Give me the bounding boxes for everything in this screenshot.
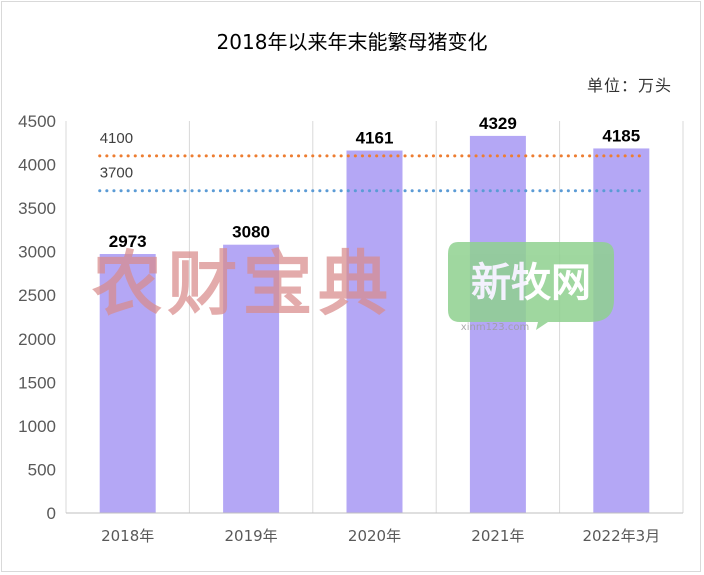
bars	[99, 135, 650, 513]
watermark-speech-bubble	[448, 242, 614, 330]
data-labels: 2973 3080 4161 4329 4185	[109, 114, 640, 251]
x-axis-ticks: 2018年 2019年 2020年 2021年 2022年3月	[101, 527, 660, 545]
bar	[593, 148, 650, 513]
bar	[469, 135, 526, 513]
y-tick-label: 3500	[18, 199, 56, 218]
data-label: 4185	[602, 126, 640, 145]
reference-lines: 4100 3700	[98, 130, 643, 193]
y-tick-label: 3000	[18, 243, 56, 262]
y-tick-label: 1000	[18, 417, 56, 436]
data-label: 4161	[356, 129, 394, 148]
y-axis-ticks: 0 500 1000 1500 2000 2500 3000 3500 4000 4500	[18, 112, 56, 523]
watermark-xinmu-url: xinm123.com	[461, 322, 529, 333]
bar	[223, 244, 280, 513]
y-tick-label: 2000	[18, 330, 56, 349]
watermark-xinmu: 新牧网 xinm123.com	[448, 242, 614, 333]
grid-lines	[65, 121, 684, 513]
x-tick-label: 2018年	[101, 527, 154, 545]
x-tick-label: 2019年	[225, 527, 278, 545]
chart-title: 2018年以来年末能繁母猪变化	[216, 30, 488, 54]
y-tick-label: 500	[28, 460, 56, 479]
data-label: 4329	[479, 114, 517, 133]
x-tick-label: 2020年	[348, 527, 401, 545]
y-tick-label: 1500	[18, 373, 56, 392]
x-tick-label: 2022年3月	[582, 527, 660, 545]
y-tick-label: 4500	[18, 112, 56, 131]
x-tick-label: 2021年	[471, 527, 524, 545]
unit-label: 单位：万头	[586, 76, 672, 95]
y-tick-label: 2500	[18, 286, 56, 305]
data-label: 2973	[109, 232, 147, 251]
reference-line-label: 3700	[100, 165, 133, 182]
bar	[99, 254, 156, 513]
data-label: 3080	[232, 223, 270, 242]
bar	[346, 150, 403, 513]
watermark-xinmu-text: 新牧网	[471, 260, 591, 306]
y-tick-label: 4000	[18, 156, 56, 175]
y-tick-label: 0	[47, 504, 56, 523]
reference-line-label: 4100	[100, 130, 133, 147]
